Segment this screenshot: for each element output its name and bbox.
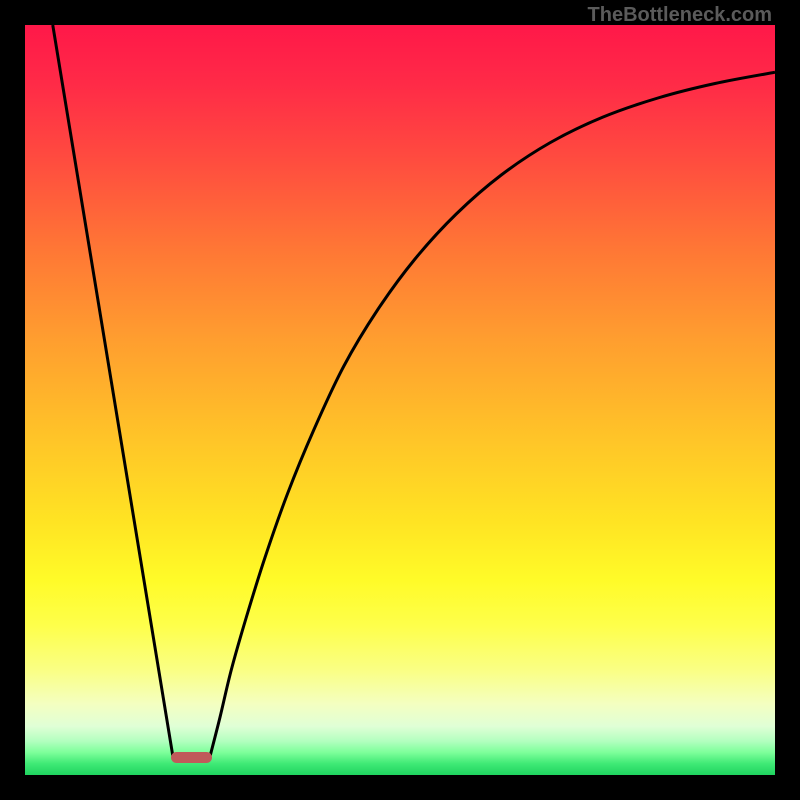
left-descending-line — [53, 25, 173, 756]
curve-overlay — [25, 25, 775, 775]
right-rising-curve — [210, 72, 775, 755]
plot-area — [25, 25, 775, 775]
watermark-text: TheBottleneck.com — [588, 4, 772, 27]
optimum-marker — [171, 752, 212, 763]
